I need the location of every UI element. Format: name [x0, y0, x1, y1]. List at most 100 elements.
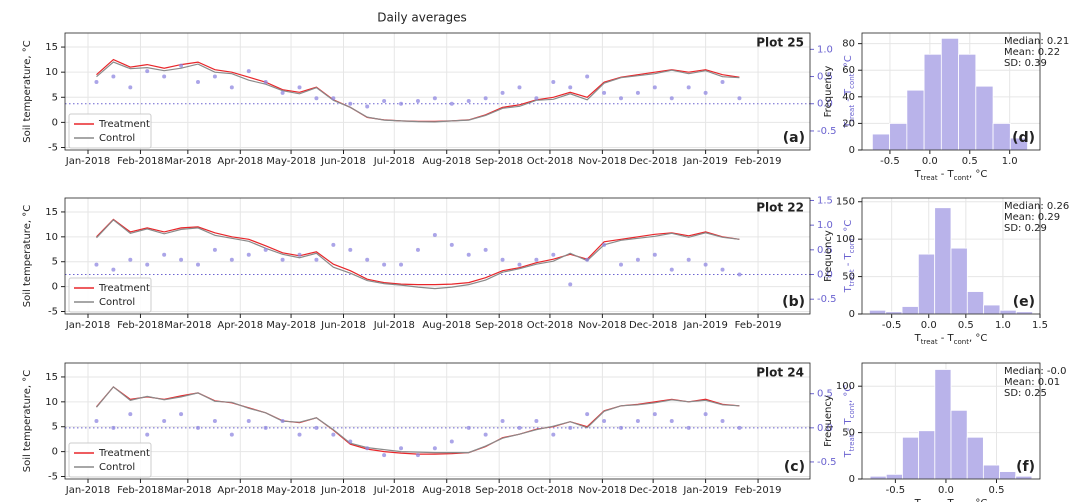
scatter-point — [500, 419, 505, 423]
axis-label-part: - T — [843, 417, 854, 434]
x-tick-label: 0.0 — [921, 320, 937, 331]
x-tick-label: May-2018 — [266, 485, 316, 496]
scatter-point — [331, 432, 336, 437]
scatter-point — [686, 85, 691, 90]
y-tick-label: 0 — [52, 117, 58, 128]
axes-frame — [64, 362, 811, 480]
stat-label: Median: -0.0 — [1004, 366, 1066, 377]
y-tick-label: 0 — [849, 145, 855, 156]
scatter-point — [483, 96, 488, 101]
histogram-bar — [923, 53, 942, 151]
y-tick-label: 0 — [849, 474, 855, 485]
scatter-point — [551, 79, 556, 84]
scatter-point — [449, 439, 454, 444]
scatter-point — [348, 101, 353, 106]
legend-label: Control — [99, 462, 135, 473]
y2-tick-label: 0.0 — [817, 99, 833, 110]
scatter-point — [483, 247, 488, 252]
histogram-bar — [934, 207, 952, 315]
x-tick-label: Feb-2018 — [117, 320, 164, 331]
scatter-point — [500, 257, 505, 262]
scatter-point — [263, 79, 268, 84]
histogram-bar — [1015, 475, 1033, 480]
y-tick-label: 60 — [842, 65, 855, 76]
scatter-point — [179, 63, 184, 68]
scatter-point — [686, 425, 691, 430]
plot-label: Plot 25 — [756, 36, 804, 50]
y2-tick-label: 0.0 — [817, 270, 833, 281]
panel-label: (f) — [1016, 459, 1035, 475]
x-tick-label: Jul-2018 — [373, 485, 415, 496]
scatter-point — [111, 425, 116, 430]
scatter-point — [703, 262, 708, 267]
x-tick-label: Jan-2018 — [65, 485, 110, 496]
axis-label-part: T — [843, 450, 854, 458]
axis-label-part: cont — [848, 403, 856, 419]
axis-label: Ttreat - Tcont, °C — [843, 55, 856, 129]
histogram-bar — [869, 309, 887, 315]
scatter-point — [720, 419, 725, 423]
x-tick-label: May-2018 — [266, 156, 316, 167]
x-tick-label: Nov-2018 — [578, 485, 626, 496]
legend-box — [68, 442, 152, 478]
x-tick-label: Dec-2018 — [629, 485, 677, 496]
legend-box — [68, 113, 152, 149]
x-tick-label: 0.5 — [962, 156, 978, 167]
scatter-point — [652, 412, 657, 417]
scatter-point — [517, 425, 522, 430]
axis-label-part: T — [914, 333, 922, 344]
scatter-point — [145, 432, 150, 437]
y-axis-label: Frequency — [823, 66, 834, 118]
axis-label-part: T — [843, 285, 854, 293]
axis-label-part: - T — [938, 333, 955, 344]
histogram-bar — [889, 123, 908, 151]
y2-tick-label: -0.5 — [817, 126, 837, 137]
x-tick-label: 0.0 — [922, 156, 938, 167]
scatter-point — [399, 101, 404, 106]
panel-label: (e) — [1013, 294, 1035, 310]
y-tick-label: 0 — [52, 447, 58, 458]
scatter-point — [179, 412, 184, 417]
scatter-point — [551, 432, 556, 437]
scatter-point — [297, 432, 302, 437]
scatter-point — [703, 412, 708, 417]
scatter-point — [652, 252, 657, 257]
scatter-point — [669, 267, 674, 272]
x-tick-label: Mar-2018 — [164, 156, 211, 167]
axis-label-part: , °C — [969, 498, 987, 502]
x-tick-label: Feb-2019 — [735, 156, 782, 167]
x-tick-label: May-2018 — [266, 320, 316, 331]
scatter-point — [568, 425, 573, 430]
x-tick-label: Apr-2018 — [217, 485, 263, 496]
x-tick-label: Apr-2018 — [217, 156, 263, 167]
x-tick-label: Feb-2018 — [117, 156, 164, 167]
scatter-point — [720, 267, 725, 272]
axis-label: Ttreat - Tcont, °C — [843, 385, 856, 459]
scatter-point — [195, 425, 200, 430]
y2-tick-label: -0.5 — [817, 457, 837, 468]
axis-label-part: - T — [938, 169, 955, 180]
scatter-point — [212, 247, 217, 252]
histogram-bar — [966, 436, 984, 480]
scatter-point — [162, 419, 167, 423]
axis-label-part: - T — [843, 88, 854, 105]
stat-label: SD: 0.29 — [1004, 223, 1047, 234]
histogram-bar — [869, 475, 887, 480]
axis-label-part: treat — [848, 105, 856, 122]
histogram-bar — [999, 471, 1017, 480]
x-tick-label: Jun-2018 — [320, 485, 366, 496]
stat-label: SD: 0.39 — [1004, 58, 1047, 69]
x-tick-label: 0.5 — [989, 485, 1005, 496]
scatter-point — [686, 257, 691, 262]
histogram-bar — [958, 53, 977, 151]
scatter-point — [229, 257, 234, 262]
y-tick-label: 40 — [842, 92, 855, 103]
scatter-point — [737, 96, 742, 101]
x-tick-label: Aug-2018 — [422, 485, 471, 496]
scatter-point — [195, 79, 200, 84]
x-tick-label: Jul-2018 — [373, 320, 415, 331]
y-tick-label: 15 — [45, 372, 58, 383]
scatter-point — [466, 99, 471, 104]
y2-tick-label: -0.5 — [817, 294, 837, 305]
stat-label: Median: 0.26 — [1004, 201, 1069, 212]
